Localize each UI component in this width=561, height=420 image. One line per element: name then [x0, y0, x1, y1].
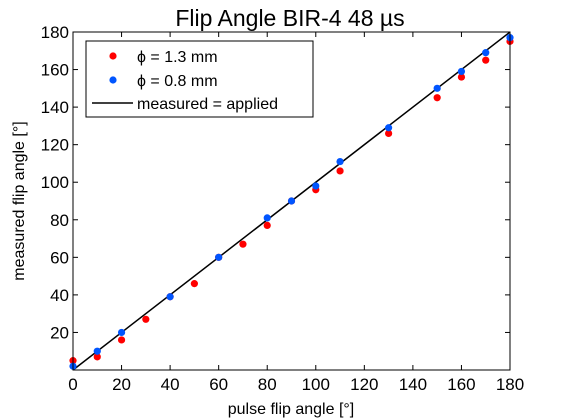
data-point-series-2	[287, 197, 296, 205]
x-tick-label: 40	[161, 375, 180, 394]
x-axis-label: pulse flip angle [°]	[228, 401, 354, 418]
x-tick-label: 120	[350, 375, 378, 394]
data-point-series-2	[385, 124, 393, 132]
legend-marker-series-1	[109, 52, 117, 60]
data-point-series-2	[215, 253, 223, 261]
x-tick-label: 180	[496, 375, 524, 394]
chart-title: Flip Angle BIR-4 48 µs	[175, 5, 404, 31]
y-axis-label: measured flip angle [°]	[11, 121, 28, 280]
legend-label-series-1: ϕ = 1.3 mm	[137, 49, 218, 66]
x-tick-label: 0	[68, 375, 77, 394]
data-point-series-1	[336, 167, 344, 175]
y-tick-label: 40	[50, 286, 69, 305]
y-tick-label: 60	[50, 248, 69, 267]
data-point-series-1	[385, 129, 393, 137]
data-point-series-2	[312, 182, 320, 190]
data-point-series-2	[482, 49, 490, 57]
data-point-series-1	[457, 73, 466, 81]
data-point-series-2	[433, 84, 441, 92]
y-tick-label: 80	[50, 211, 69, 230]
x-tick-label: 160	[447, 375, 475, 394]
data-point-series-2	[117, 328, 126, 337]
data-point-series-1	[190, 280, 198, 288]
x-tick-label: 80	[258, 375, 277, 394]
data-point-series-1	[142, 315, 150, 323]
data-point-series-2	[336, 157, 344, 166]
x-tick-label: 100	[302, 375, 330, 394]
data-point-series-2	[93, 347, 101, 355]
plot-frame	[72, 31, 511, 371]
x-tick-label: 140	[399, 375, 427, 394]
x-tick-label: 20	[112, 375, 131, 394]
y-ticks: 20 40 60 80 100 120 140 160 180	[41, 23, 510, 342]
data-points-layer	[69, 34, 514, 370]
legend: ϕ = 1.3 mm ϕ = 0.8 mm measured = applied	[85, 40, 314, 118]
data-point-series-1	[93, 353, 101, 361]
legend-box	[85, 40, 314, 118]
data-point-series-2	[457, 67, 466, 76]
data-point-series-1	[263, 221, 271, 230]
legend-label-reference: measured = applied	[137, 96, 278, 113]
data-point-series-2	[263, 214, 271, 222]
y-tick-label: 180	[41, 23, 69, 42]
data-point-series-1	[239, 240, 247, 248]
y-tick-label: 20	[50, 323, 69, 342]
data-point-series-1	[433, 94, 441, 102]
data-point-series-1	[117, 336, 126, 344]
y-tick-label: 140	[41, 98, 69, 117]
x-ticks: 0 20 40 60 80 100 120 140 160 180	[68, 32, 524, 394]
x-tick-label: 60	[209, 375, 228, 394]
y-tick-label: 100	[41, 173, 69, 192]
legend-marker-series-2	[109, 76, 117, 84]
data-point-series-2	[166, 293, 174, 301]
y-tick-label: 120	[41, 136, 69, 155]
y-tick-label: 160	[41, 61, 69, 80]
legend-label-series-2: ϕ = 0.8 mm	[137, 73, 218, 90]
data-point-series-1	[482, 56, 490, 64]
